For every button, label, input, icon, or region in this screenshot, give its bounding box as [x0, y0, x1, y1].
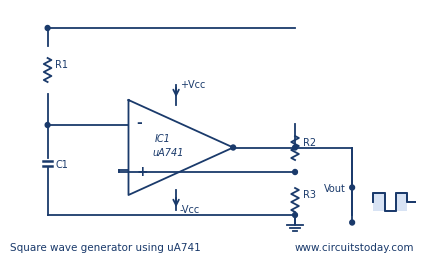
- Circle shape: [45, 26, 50, 30]
- Text: R2: R2: [303, 138, 316, 148]
- Circle shape: [293, 145, 298, 150]
- Text: C1: C1: [55, 160, 68, 170]
- Circle shape: [231, 145, 236, 150]
- Text: -: -: [136, 116, 142, 130]
- Circle shape: [293, 213, 298, 218]
- Text: R3: R3: [303, 190, 316, 200]
- Text: Vout: Vout: [324, 184, 346, 194]
- Text: R1: R1: [55, 60, 68, 70]
- Circle shape: [45, 123, 50, 128]
- Text: uA741: uA741: [152, 147, 184, 158]
- Text: +Vcc: +Vcc: [180, 80, 205, 90]
- Circle shape: [350, 185, 354, 190]
- Text: IC1: IC1: [155, 135, 171, 144]
- Bar: [373, 193, 385, 210]
- Text: -Vcc: -Vcc: [180, 205, 200, 215]
- Text: www.circuitstoday.com: www.circuitstoday.com: [295, 243, 415, 253]
- Text: +: +: [136, 165, 148, 179]
- Text: Square wave generator using uA741: Square wave generator using uA741: [10, 243, 200, 253]
- Circle shape: [350, 220, 354, 225]
- Bar: [396, 193, 407, 210]
- Circle shape: [293, 170, 298, 175]
